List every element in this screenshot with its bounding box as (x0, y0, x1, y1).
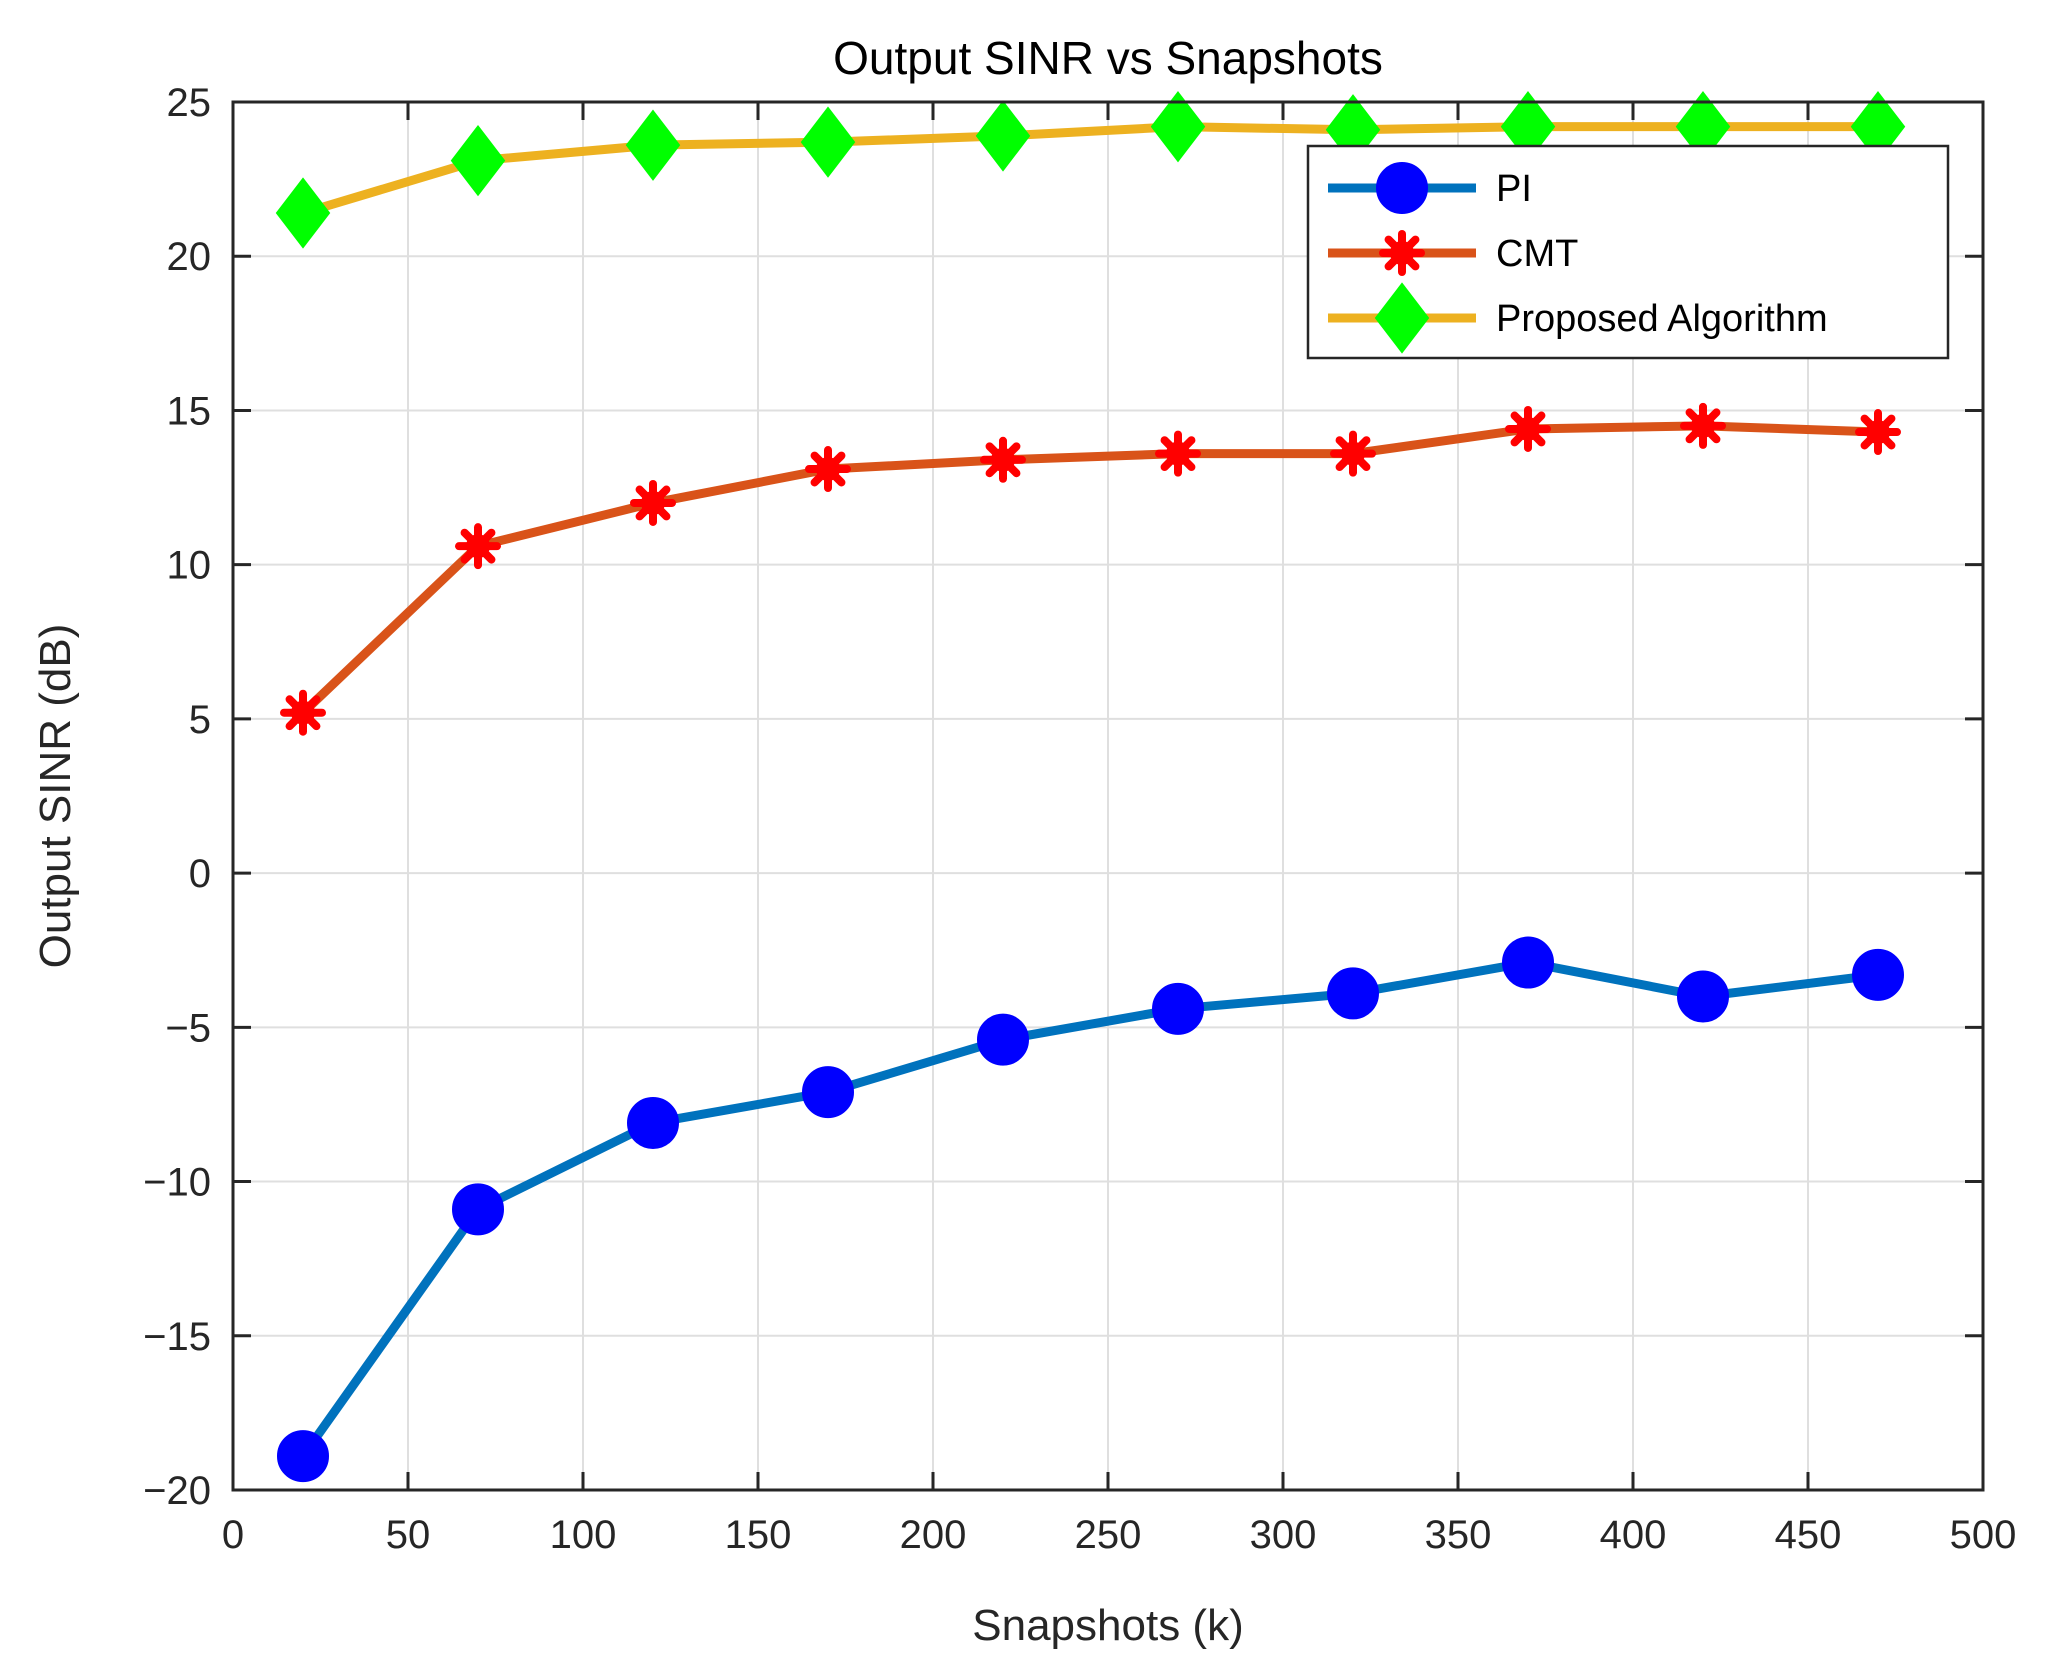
data-point (980, 436, 1026, 483)
data-point (1855, 409, 1901, 456)
chart-title: Output SINR vs Snapshots (833, 32, 1383, 84)
asterisk-core (1166, 441, 1190, 466)
x-tick-label: 200 (900, 1513, 967, 1557)
asterisk-core (291, 700, 315, 725)
y-tick-label: 5 (189, 698, 211, 742)
data-point (800, 106, 856, 178)
legend-marker (1374, 282, 1430, 354)
legend-label: PI (1496, 168, 1532, 210)
legend-label: CMT (1496, 233, 1578, 275)
data-point (627, 1096, 679, 1149)
asterisk-core (1341, 441, 1365, 466)
data-point (1852, 948, 1904, 1001)
data-point (1680, 402, 1726, 449)
y-tick-label: −15 (143, 1315, 211, 1359)
x-tick-label: 500 (1950, 1513, 2017, 1557)
x-tick-label: 250 (1075, 1513, 1142, 1557)
asterisk-core (1691, 413, 1715, 438)
data-point (1505, 405, 1551, 452)
asterisk-core (466, 534, 490, 559)
data-point (452, 1183, 504, 1236)
series-line (298, 958, 1883, 1461)
y-tick-label: 20 (167, 235, 212, 279)
asterisk-core (1516, 416, 1540, 441)
series-line (298, 122, 1883, 218)
x-axis-label: Snapshots (k) (972, 1601, 1243, 1650)
series-line (298, 421, 1883, 718)
legend-entry: PI (1328, 162, 1532, 214)
series-proposed-algorithm (275, 91, 1906, 249)
legend-entry: Proposed Algorithm (1328, 282, 1828, 354)
data-point (630, 479, 676, 526)
x-tick-label: 100 (550, 1513, 617, 1557)
ticks: 0 50 100 150 200 250 300 350 400 450 500−20−15−10−… (143, 81, 2016, 1557)
data-point (1327, 967, 1379, 1020)
data-point (1152, 982, 1204, 1035)
data-point (1150, 91, 1206, 163)
data-point (277, 1430, 329, 1483)
y-tick-label: 25 (167, 81, 212, 125)
x-tick-label: 300 (1250, 1513, 1317, 1557)
legend-marker (1376, 162, 1428, 214)
data-point (1502, 936, 1554, 989)
y-tick-label: 15 (167, 389, 212, 433)
x-tick-label: 400 (1600, 1513, 1667, 1557)
legend-marker (1379, 230, 1425, 276)
data-point (802, 1066, 854, 1119)
y-tick-label: 0 (189, 852, 211, 896)
data-point (625, 109, 681, 181)
data-point (450, 124, 506, 197)
data-point (977, 1013, 1029, 1066)
legend-entry: CMT (1328, 230, 1578, 276)
data-point (805, 446, 851, 493)
x-tick-label: 350 (1425, 1513, 1492, 1557)
y-tick-label: −20 (143, 1469, 211, 1513)
data-point (1155, 430, 1201, 477)
data-point (455, 523, 501, 570)
y-tick-label: −10 (143, 1161, 211, 1205)
x-tick-label: 150 (725, 1513, 792, 1557)
y-tick-label: −5 (165, 1006, 211, 1050)
series-layer (275, 91, 1906, 1483)
asterisk-core (991, 447, 1015, 472)
data-point (280, 689, 326, 736)
asterisk-core (816, 457, 840, 482)
x-tick-label: 450 (1775, 1513, 1842, 1557)
y-tick-label: 10 (167, 544, 212, 588)
asterisk-core (1866, 420, 1890, 445)
series-cmt (280, 402, 1901, 736)
y-axis-label: Output SINR (dB) (31, 624, 80, 969)
x-tick-label: 50 (386, 1513, 431, 1557)
series-pi (277, 936, 1904, 1483)
data-point (1330, 430, 1376, 477)
legend-label: Proposed Algorithm (1496, 298, 1828, 340)
asterisk-core (641, 490, 665, 515)
asterisk-core (1390, 241, 1414, 265)
data-point (975, 100, 1031, 172)
legend: PI CMT Proposed Algorithm (1306, 144, 1950, 360)
data-point (1677, 970, 1729, 1023)
data-point (275, 177, 331, 249)
x-tick-label: 0 (222, 1513, 244, 1557)
